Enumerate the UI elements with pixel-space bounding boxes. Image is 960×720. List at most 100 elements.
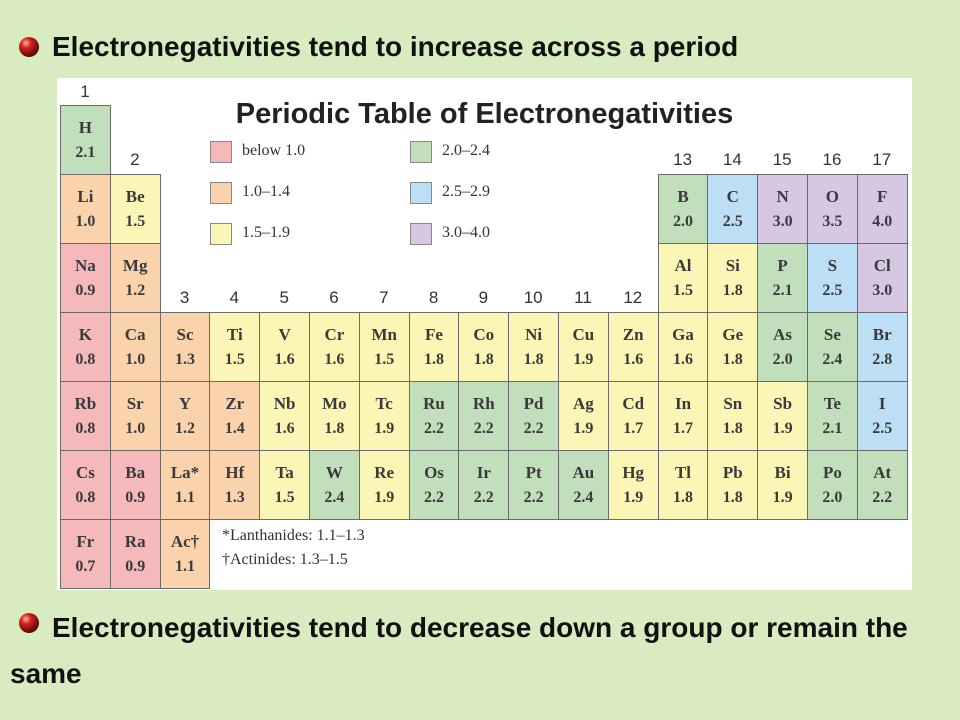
element-symbol: K	[78, 325, 93, 344]
element-value: 1.8	[523, 351, 544, 368]
element-value: 2.5	[722, 213, 743, 230]
element-cell: P 2.1	[757, 243, 808, 313]
element-symbol: C	[726, 187, 739, 206]
element-value: 0.8	[75, 420, 96, 437]
element-symbol: La*	[170, 463, 200, 482]
group-number: 9	[478, 288, 489, 307]
group-number: 12	[623, 288, 643, 307]
element-value: 1.5	[672, 282, 693, 299]
bullet-icon	[19, 613, 39, 633]
element-cell: Ta 1.5	[259, 450, 310, 520]
element-cell: Y 1.2	[159, 381, 211, 451]
element-cell: Ru 2.2	[408, 381, 460, 451]
element-symbol: Ge	[722, 325, 744, 344]
element-cell: Cr 1.6	[309, 312, 360, 382]
group-number: 13	[673, 150, 693, 169]
element-symbol: Ra	[124, 532, 146, 551]
element-value: 1.8	[722, 282, 743, 299]
element-value: 1.7	[623, 420, 644, 437]
element-cell: V 1.6	[259, 312, 310, 382]
footnote: †Actinides: 1.3–1.5	[222, 551, 348, 568]
group-number: 4	[229, 288, 240, 307]
element-symbol: Bi	[774, 463, 791, 482]
element-symbol: Te	[823, 394, 842, 413]
group-number: 8	[428, 288, 439, 307]
element-symbol: H	[78, 118, 93, 137]
element-value: 1.3	[224, 489, 245, 506]
element-cell: Zr 1.4	[209, 381, 261, 451]
element-cell: Ca 1.0	[109, 312, 161, 382]
element-cell: Ge 1.8	[707, 312, 759, 382]
element-value: 1.0	[125, 351, 146, 368]
element-cell: Se 2.4	[807, 312, 858, 382]
element-symbol: Re	[374, 463, 395, 482]
element-value: 1.8	[473, 351, 494, 368]
element-value: 0.7	[75, 558, 96, 575]
element-cell: Tc 1.9	[358, 381, 410, 451]
element-cell: Ti 1.5	[209, 312, 261, 382]
element-cell: Rb 0.8	[60, 381, 111, 451]
element-symbol: Tl	[674, 463, 692, 482]
element-symbol: Cr	[324, 325, 345, 344]
element-symbol: Si	[725, 256, 740, 275]
element-cell: Ac† 1.1	[159, 519, 211, 589]
element-cell: Nb 1.6	[259, 381, 310, 451]
element-value: 1.4	[224, 420, 245, 437]
element-symbol: Hf	[225, 463, 245, 482]
element-value: 2.2	[423, 420, 444, 437]
element-value: 2.2	[423, 489, 444, 506]
element-symbol: Hg	[622, 463, 645, 482]
element-symbol: V	[278, 325, 291, 344]
element-value: 1.9	[772, 489, 793, 506]
element-cell: Br 2.8	[856, 312, 908, 382]
element-value: 2.8	[872, 351, 893, 368]
element-cell: Bi 1.9	[757, 450, 808, 520]
element-cell: Cl 3.0	[856, 243, 908, 313]
element-cell: Ba 0.9	[109, 450, 161, 520]
element-cell: Fe 1.8	[408, 312, 460, 382]
element-value: 0.9	[75, 282, 96, 299]
element-symbol: Al	[674, 256, 692, 275]
element-value: 2.0	[822, 489, 843, 506]
element-value: 2.2	[872, 489, 893, 506]
element-symbol: Co	[473, 325, 495, 344]
element-value: 4.0	[872, 213, 893, 230]
element-cell: Ag 1.9	[558, 381, 609, 451]
element-symbol: Mo	[322, 394, 347, 413]
element-value: 1.8	[722, 351, 743, 368]
element-symbol: Ga	[672, 325, 694, 344]
element-value: 1.9	[573, 420, 594, 437]
element-symbol: Na	[75, 256, 96, 275]
element-symbol: Sr	[126, 394, 144, 413]
legend-label: 1.5–1.9	[242, 224, 290, 241]
element-symbol: O	[825, 187, 840, 206]
element-symbol: S	[827, 256, 838, 275]
group-number: 16	[822, 150, 842, 169]
element-symbol: Se	[823, 325, 841, 344]
group-number: 2	[130, 150, 140, 169]
group-number: 1	[80, 82, 90, 101]
element-value: 3.5	[822, 213, 843, 230]
element-value: 1.2	[125, 282, 146, 299]
element-cell: Ga 1.6	[657, 312, 709, 382]
element-value: 2.2	[473, 420, 494, 437]
element-symbol: Cs	[75, 463, 95, 482]
element-symbol: Sn	[723, 394, 743, 413]
legend-swatch	[210, 223, 232, 245]
element-symbol: Ti	[226, 325, 243, 344]
element-cell: La* 1.1	[159, 450, 211, 520]
element-symbol: Pb	[722, 463, 743, 482]
element-cell: Al 1.5	[657, 243, 709, 313]
element-cell: Co 1.8	[458, 312, 510, 382]
group-number: 17	[872, 150, 892, 169]
element-value: 2.1	[822, 420, 843, 437]
element-cell: Mg 1.2	[109, 243, 161, 313]
element-cell: Au 2.4	[558, 450, 609, 520]
element-symbol: Li	[77, 187, 94, 206]
element-symbol: Rb	[74, 394, 97, 413]
group-number: 10	[523, 288, 543, 307]
element-cell: Pd 2.2	[508, 381, 559, 451]
element-symbol: Zn	[622, 325, 644, 344]
element-value: 3.0	[772, 213, 793, 230]
